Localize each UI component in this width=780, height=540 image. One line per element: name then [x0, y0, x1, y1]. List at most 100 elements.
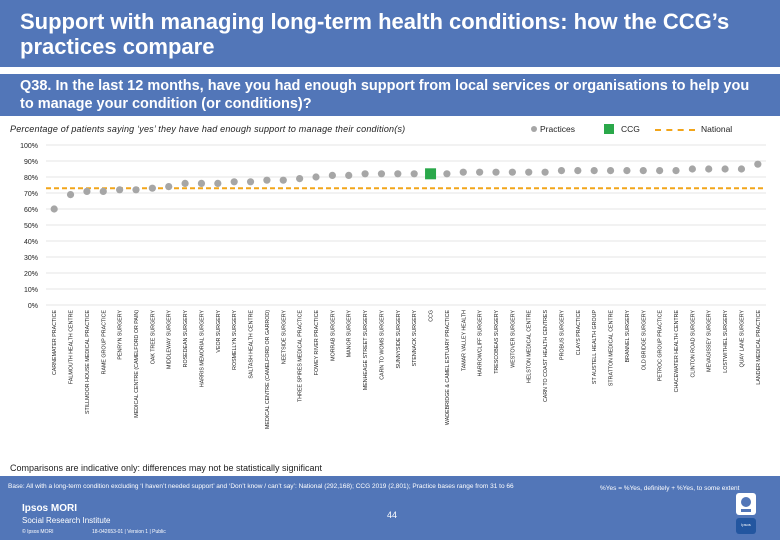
x-tick-label: CARN TO COAST HEALTH CENTRES: [543, 310, 549, 402]
data-points: [50, 160, 762, 213]
x-tick-label: CLINTON ROAD SURGERY: [690, 310, 696, 378]
institute-name: Social Research Institute: [22, 516, 111, 525]
practice-point: [345, 171, 353, 179]
x-tick-label: CCG: [429, 310, 435, 322]
legend-ccg-swatch: [604, 124, 614, 134]
copyright: © Ipsos MORI: [22, 529, 54, 535]
practice-point: [230, 178, 238, 186]
x-tick-label: RAME GROUP PRACTICE: [101, 310, 107, 375]
practice-point: [459, 168, 467, 176]
x-tick-label: WADEBRIDGE & CAMEL ESTUARY PRACTICE: [445, 310, 451, 426]
footer-bar: [0, 476, 780, 540]
y-tick-label: 80%: [24, 175, 38, 182]
x-tick-label: MEDICAL CENTRE (CAMELFORD OR PAIN): [134, 310, 140, 418]
practice-point: [83, 187, 91, 195]
practice-point: [525, 168, 533, 176]
x-tick-label: SUNNYSIDE SURGERY: [396, 310, 402, 369]
x-tick-label: MEDICAL CENTRE (CAMELFORD OR GARROD): [265, 310, 271, 429]
comparison-note: Comparisons are indicative only: differe…: [10, 463, 322, 473]
practice-point: [541, 168, 549, 176]
practice-point: [181, 179, 189, 187]
practice-point: [361, 170, 369, 178]
legend-practices-swatch: [531, 126, 537, 132]
x-tick-label: LANDER MEDICAL PRACTICE: [756, 310, 762, 385]
y-tick-label: 10%: [24, 287, 38, 294]
legend-national-line: [655, 129, 695, 131]
practice-point: [639, 167, 647, 175]
x-tick-label: HARROWCLIFF SURGERY: [478, 310, 484, 377]
base-text: Base: All with a long-term condition exc…: [8, 483, 514, 490]
page-number: 44: [386, 510, 397, 520]
x-tick-label: ROSMELLYN SURGERY: [232, 310, 238, 370]
question-banner: Q38. In the last 12 months, have you had…: [0, 74, 780, 116]
x-tick-label: HARRIS MEMORIAL SURGERY: [199, 310, 205, 388]
x-tick-label: HELSTON MEDICAL CENTRE: [527, 310, 533, 383]
x-tick-label: FOWEY RIVER PRACTICE: [314, 310, 320, 376]
x-tick-label: STILLMOOR HOUSE MEDICAL PRACTICE: [85, 310, 91, 414]
x-tick-label: SALTASH HEALTH CENTRE: [249, 310, 255, 379]
practice-point: [508, 168, 516, 176]
practice-point: [197, 179, 206, 187]
practice-point: [443, 170, 451, 178]
practice-point: [148, 184, 156, 192]
x-tick-label: MIDDLEWAY SURGERY: [167, 310, 173, 369]
x-tick-label: CARN TO WOMS SURGERY: [379, 310, 385, 380]
x-tick-label: CLAYS PRACTICE: [576, 310, 582, 356]
practice-point: [377, 170, 386, 178]
practice-point: [705, 165, 713, 173]
y-tick-label: 30%: [24, 255, 38, 262]
practice-point: [623, 167, 631, 175]
practice-point: [476, 168, 484, 176]
x-tick-label: THREE SPIRES MEDICAL PRACTICE: [298, 310, 304, 402]
practice-point: [492, 168, 500, 176]
practice-point: [99, 187, 107, 195]
practice-point: [606, 167, 615, 175]
practice-comparison-chart: 0% 10% 20% 30% 40% 50% 60% 70% 80% 90% 100% CARNEM…: [20, 143, 766, 429]
practice-point: [246, 178, 255, 186]
x-tick-label: OAK TREE SURGERY: [150, 310, 156, 365]
practice-point: [312, 173, 320, 181]
practice-point: [688, 165, 696, 173]
x-tick-label: PROBUS SURGERY: [559, 310, 565, 360]
x-tick-label: OLD BRIDGE SURGERY: [641, 310, 647, 371]
practice-point: [410, 170, 418, 178]
x-tick-label: MEVAGISSEY SURGERY: [707, 310, 713, 372]
y-tick-label: 90%: [24, 159, 38, 166]
project-ref: 18-042653-01 | Version 1 | Public: [92, 529, 166, 535]
y-tick-label: 40%: [24, 239, 38, 246]
practice-point: [394, 170, 402, 178]
practice-point: [116, 186, 124, 194]
x-tick-label: WESTOVER SURGERY: [510, 310, 516, 368]
practice-point: [214, 179, 222, 187]
x-tick-label: MORRAB SURGERY: [330, 310, 336, 361]
practice-point: [656, 167, 664, 175]
x-tick-label: LOSTWITHIEL SURGERY: [723, 310, 729, 373]
practice-point: [737, 165, 746, 173]
practice-point: [263, 176, 271, 184]
x-tick-label: STENNACK SURGERY: [412, 310, 418, 367]
legend-national-label: National: [701, 124, 733, 134]
x-tick-label: TRESCOBEAS SURGERY: [494, 310, 500, 374]
y-tick-label: 100%: [20, 143, 38, 150]
y-tick-label: 70%: [24, 191, 38, 198]
key-text: %Yes = %Yes, definitely + %Yes, to some …: [600, 485, 740, 492]
page-title: Support with managing long-term health c…: [20, 9, 730, 59]
practice-point: [328, 171, 336, 179]
practice-point: [672, 167, 680, 175]
x-axis-labels: CARNEMATER PRACTICE FALMOUTH HEALTH CENTR…: [52, 310, 762, 429]
practice-point: [754, 160, 762, 168]
x-tick-label: BRANNEL SURGERY: [625, 310, 631, 363]
x-tick-label: QUAY LANE SURGERY: [739, 310, 745, 368]
chart-subtitle: Percentage of patients saying ‘yes’ they…: [10, 124, 406, 134]
gridlines: [46, 144, 766, 306]
x-tick-label: TAMAR VALLEY HEALTH: [461, 310, 467, 371]
ipsos-logo-text: Ipsos: [741, 522, 751, 527]
title-banner: [0, 0, 780, 67]
practice-point: [66, 191, 75, 199]
x-tick-label: PENRYN SURGERY: [118, 310, 124, 360]
practice-point: [296, 175, 304, 183]
practice-point: [721, 165, 729, 173]
practice-point: [574, 167, 582, 175]
brand-logo: Ipsos MORI: [22, 503, 78, 514]
social-logo-icon: [736, 493, 756, 515]
